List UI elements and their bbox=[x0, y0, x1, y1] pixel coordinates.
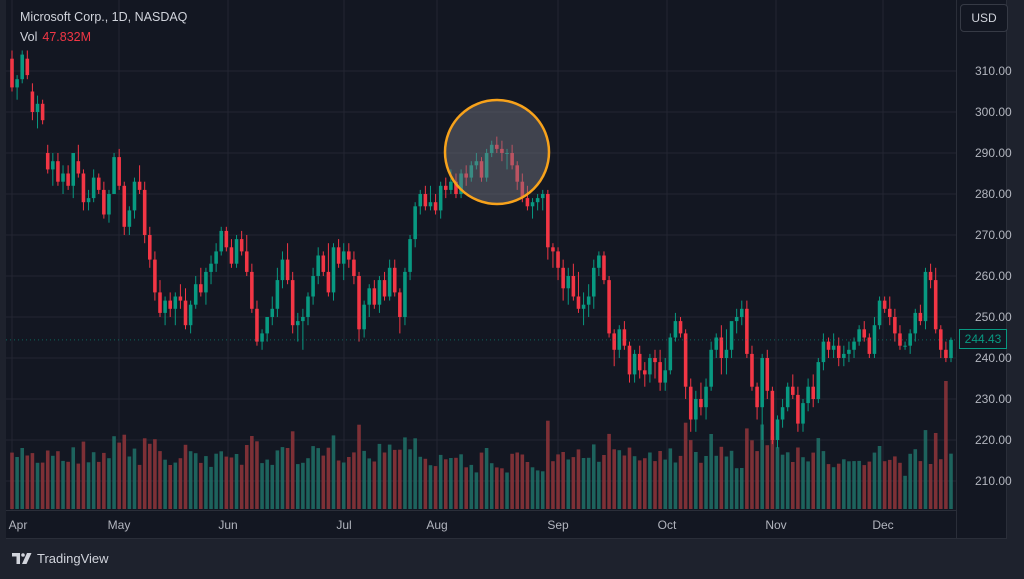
time-tick-label: Jul bbox=[336, 518, 352, 532]
currency-button[interactable]: USD bbox=[960, 4, 1008, 32]
price-tick-label: 290.00 bbox=[975, 146, 1012, 160]
time-tick-label: Apr bbox=[8, 518, 28, 532]
candlestick-chart[interactable] bbox=[6, 0, 956, 510]
chart-legend: Microsoft Corp., 1D, NASDAQ Vol 47.832M bbox=[20, 7, 187, 47]
time-tick-label: Oct bbox=[657, 518, 677, 532]
time-tick-label: May bbox=[107, 518, 131, 532]
last-price-label: 244.43 bbox=[959, 328, 1007, 349]
volume-legend: Vol 47.832M bbox=[20, 27, 187, 47]
tradingview-logo-icon bbox=[12, 552, 32, 564]
price-tick-label: 240.00 bbox=[975, 351, 1012, 365]
price-tick-label: 280.00 bbox=[975, 187, 1012, 201]
price-tick-label: 270.00 bbox=[975, 228, 1012, 242]
price-tick-label: 250.00 bbox=[975, 310, 1012, 324]
time-axis[interactable]: Apr May Jun Jul Aug Sep Oct Nov Dec bbox=[6, 510, 956, 539]
highlight-circle-annotation bbox=[443, 98, 551, 206]
price-tick-label: 210.00 bbox=[975, 474, 1012, 488]
price-tick-label: 260.00 bbox=[975, 269, 1012, 283]
time-tick-label: Nov bbox=[765, 518, 787, 532]
brand-name: TradingView bbox=[37, 551, 109, 566]
volume-label: Vol bbox=[20, 30, 38, 44]
price-axis[interactable] bbox=[956, 0, 1007, 538]
price-tick-label: 230.00 bbox=[975, 392, 1012, 406]
time-tick-label: Aug bbox=[426, 518, 448, 532]
price-tick-label: 300.00 bbox=[975, 105, 1012, 119]
volume-value: 47.832M bbox=[42, 30, 92, 44]
time-tick-label: Jun bbox=[218, 518, 238, 532]
tradingview-brand[interactable]: TradingView bbox=[12, 551, 109, 566]
chart-plot-area[interactable] bbox=[6, 0, 956, 510]
time-tick-label: Sep bbox=[547, 518, 569, 532]
price-tick-label: 310.00 bbox=[975, 64, 1012, 78]
chart-frame bbox=[6, 0, 1007, 539]
price-tick-label: 220.00 bbox=[975, 433, 1012, 447]
symbol-title[interactable]: Microsoft Corp., 1D, NASDAQ bbox=[20, 10, 188, 24]
time-tick-label: Dec bbox=[872, 518, 894, 532]
